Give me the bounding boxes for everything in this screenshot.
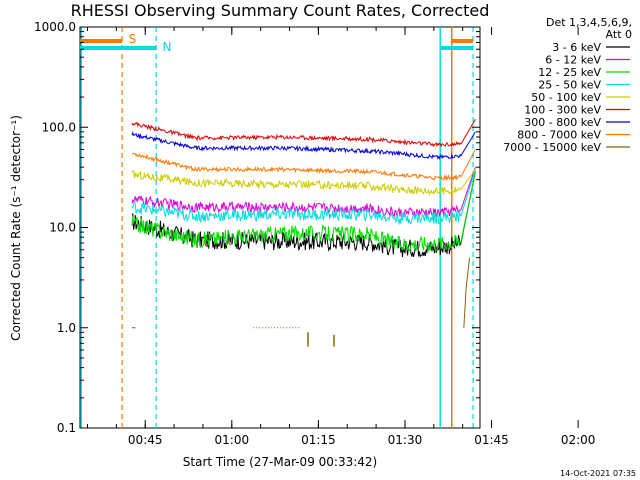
legend-entry-label: 25 - 50 keV	[538, 79, 601, 92]
footer-timestamp: 14-Oct-2021 07:35	[560, 469, 636, 478]
series-line-9	[131, 257, 471, 347]
night-label: N	[163, 40, 172, 54]
y-axis-label: Corrected Count Rate (s⁻¹ detector⁻¹)	[9, 115, 23, 341]
x-tick-label: 01:15	[301, 433, 336, 447]
legend-entry-label: 100 - 300 keV	[524, 104, 601, 117]
y-tick-label: 1000.0	[34, 20, 76, 34]
legend-entry-label: 50 - 100 keV	[531, 91, 601, 104]
x-tick-label: 00:45	[128, 433, 163, 447]
series-line-3	[131, 171, 476, 253]
x-tick-label: 01:30	[388, 433, 423, 447]
series-line-7	[131, 131, 476, 160]
series-segment	[463, 257, 471, 328]
y-tick-label: 0.1	[57, 421, 76, 435]
legend-entry-label: 7000 - 15000 keV	[503, 141, 601, 154]
x-tick-label: 02:00	[561, 433, 596, 447]
y-tick-label: 10.0	[49, 221, 76, 235]
series-line-6	[131, 119, 476, 148]
y-tick-label: 1.0	[57, 321, 76, 335]
series-line-5	[131, 169, 476, 197]
saa-bar	[451, 39, 474, 43]
x-axis-label: Start Time (27-Mar-09 00:33:42)	[183, 455, 377, 469]
y-tick-label: 100.0	[42, 120, 76, 134]
segment-markers: SN	[80, 27, 474, 428]
legend-entry-label: 300 - 800 keV	[524, 116, 601, 129]
x-tick-label: 01:00	[215, 433, 250, 447]
saa-bar	[80, 39, 123, 43]
legend-entry-label: 6 - 12 keV	[545, 54, 601, 67]
x-tick-label: 01:45	[474, 433, 509, 447]
night-bar	[80, 46, 157, 50]
series-line-4	[131, 169, 476, 226]
legend-header: Att 0	[606, 28, 632, 41]
legend-entry-label: 3 - 6 keV	[552, 41, 601, 54]
chart-title: RHESSI Observing Summary Count Rates, Co…	[71, 1, 490, 20]
legend-header: Det 1,3,4,5,6,9,	[546, 16, 632, 29]
night-bar	[440, 46, 474, 50]
legend-entry-label: 12 - 25 keV	[538, 66, 601, 79]
series-line-2	[131, 166, 476, 219]
series-lines	[131, 119, 476, 347]
axis-ticks: 0.1 1.0 10.0 100.0 1000.0 00:45 01:00 01:15 01:3…	[34, 20, 595, 447]
legend-entry-label: 800 - 7000 keV	[517, 129, 601, 142]
series-line-8	[131, 149, 476, 182]
saa-label: S	[128, 32, 136, 46]
